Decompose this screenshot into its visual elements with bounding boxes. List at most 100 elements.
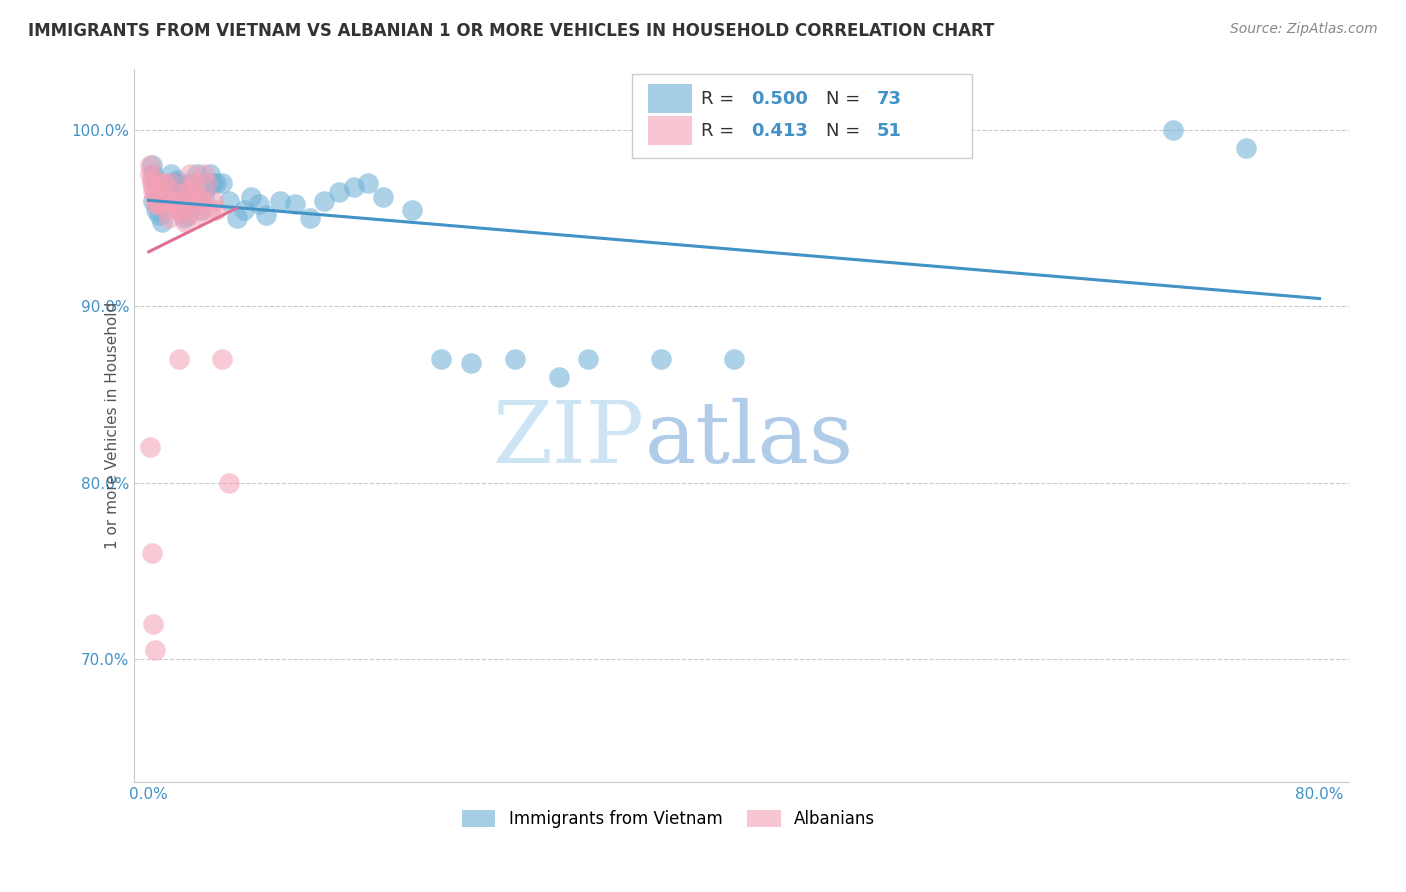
Point (149, 188, 172, 202)
Point (142, 185, 165, 199)
Text: 0.500: 0.500 (751, 89, 808, 108)
Point (143, 172, 166, 186)
Point (200, 202, 222, 217)
Point (169, 185, 191, 199)
Point (188, 190, 211, 204)
Point (176, 194, 198, 208)
Point (169, 352, 191, 367)
Point (547, 370, 569, 384)
Point (205, 176, 228, 190)
Point (153, 194, 176, 208)
Point (190, 202, 212, 217)
Point (179, 167, 201, 181)
Point (146, 179, 169, 194)
Point (170, 194, 193, 208)
Point (157, 211, 180, 226)
Point (160, 176, 183, 190)
Point (195, 176, 218, 190)
Point (142, 167, 165, 181)
Point (193, 190, 215, 204)
Point (184, 194, 207, 208)
Point (139, 167, 162, 181)
Point (165, 176, 187, 190)
Point (202, 176, 225, 190)
Point (150, 215, 173, 229)
Text: 73: 73 (876, 89, 901, 108)
Point (148, 185, 170, 199)
Point (162, 179, 184, 194)
Point (193, 167, 215, 181)
Point (200, 167, 222, 181)
Point (314, 194, 336, 208)
Legend: Immigrants from Vietnam, Albanians: Immigrants from Vietnam, Albanians (456, 803, 882, 835)
Point (284, 197, 307, 211)
Text: 51: 51 (876, 121, 901, 140)
Point (143, 188, 166, 202)
Text: ZIP: ZIP (492, 398, 644, 482)
Point (166, 176, 188, 190)
Text: atlas: atlas (644, 398, 853, 482)
Point (225, 211, 247, 226)
Point (247, 197, 270, 211)
Point (152, 197, 174, 211)
Point (167, 202, 190, 217)
Point (159, 167, 181, 181)
Point (162, 185, 184, 199)
FancyBboxPatch shape (648, 116, 692, 145)
Point (142, 616, 165, 631)
Point (186, 202, 208, 217)
Point (143, 643, 166, 657)
Point (150, 194, 173, 208)
Point (181, 176, 204, 190)
Text: R =: R = (702, 89, 741, 108)
Point (139, 441, 162, 455)
Point (202, 194, 225, 208)
Point (141, 176, 163, 190)
Text: IMMIGRANTS FROM VIETNAM VS ALBANIAN 1 OR MORE VEHICLES IN HOUSEHOLD CORRELATION : IMMIGRANTS FROM VIETNAM VS ALBANIAN 1 OR… (28, 22, 994, 40)
Point (174, 215, 197, 229)
Point (183, 185, 205, 199)
Point (576, 352, 599, 367)
Point (172, 194, 194, 208)
Point (187, 208, 209, 222)
Point (166, 197, 188, 211)
Point (155, 202, 177, 217)
Point (723, 352, 745, 367)
Point (155, 190, 177, 204)
Point (145, 194, 167, 208)
Point (159, 176, 181, 190)
Point (181, 185, 204, 199)
Point (167, 202, 190, 217)
Point (145, 197, 167, 211)
Point (159, 194, 181, 208)
Point (162, 179, 184, 194)
Point (460, 356, 482, 370)
Point (149, 185, 172, 199)
FancyBboxPatch shape (633, 73, 973, 158)
Point (190, 194, 212, 208)
Point (153, 176, 176, 190)
Point (254, 208, 277, 222)
Point (173, 211, 195, 226)
Point (218, 475, 240, 490)
Point (328, 185, 350, 199)
Point (211, 176, 233, 190)
Point (141, 172, 163, 186)
Point (177, 208, 200, 222)
Point (179, 176, 201, 190)
Point (430, 352, 453, 367)
FancyBboxPatch shape (648, 84, 692, 112)
Point (401, 202, 423, 217)
Point (156, 194, 179, 208)
Point (160, 194, 183, 208)
Point (371, 190, 394, 204)
Point (184, 194, 207, 208)
Point (157, 185, 180, 199)
Point (146, 194, 169, 208)
Point (1234, 141, 1257, 155)
Point (503, 352, 526, 367)
Text: N =: N = (827, 121, 866, 140)
Point (142, 179, 165, 194)
Point (172, 202, 194, 217)
Point (195, 179, 218, 194)
